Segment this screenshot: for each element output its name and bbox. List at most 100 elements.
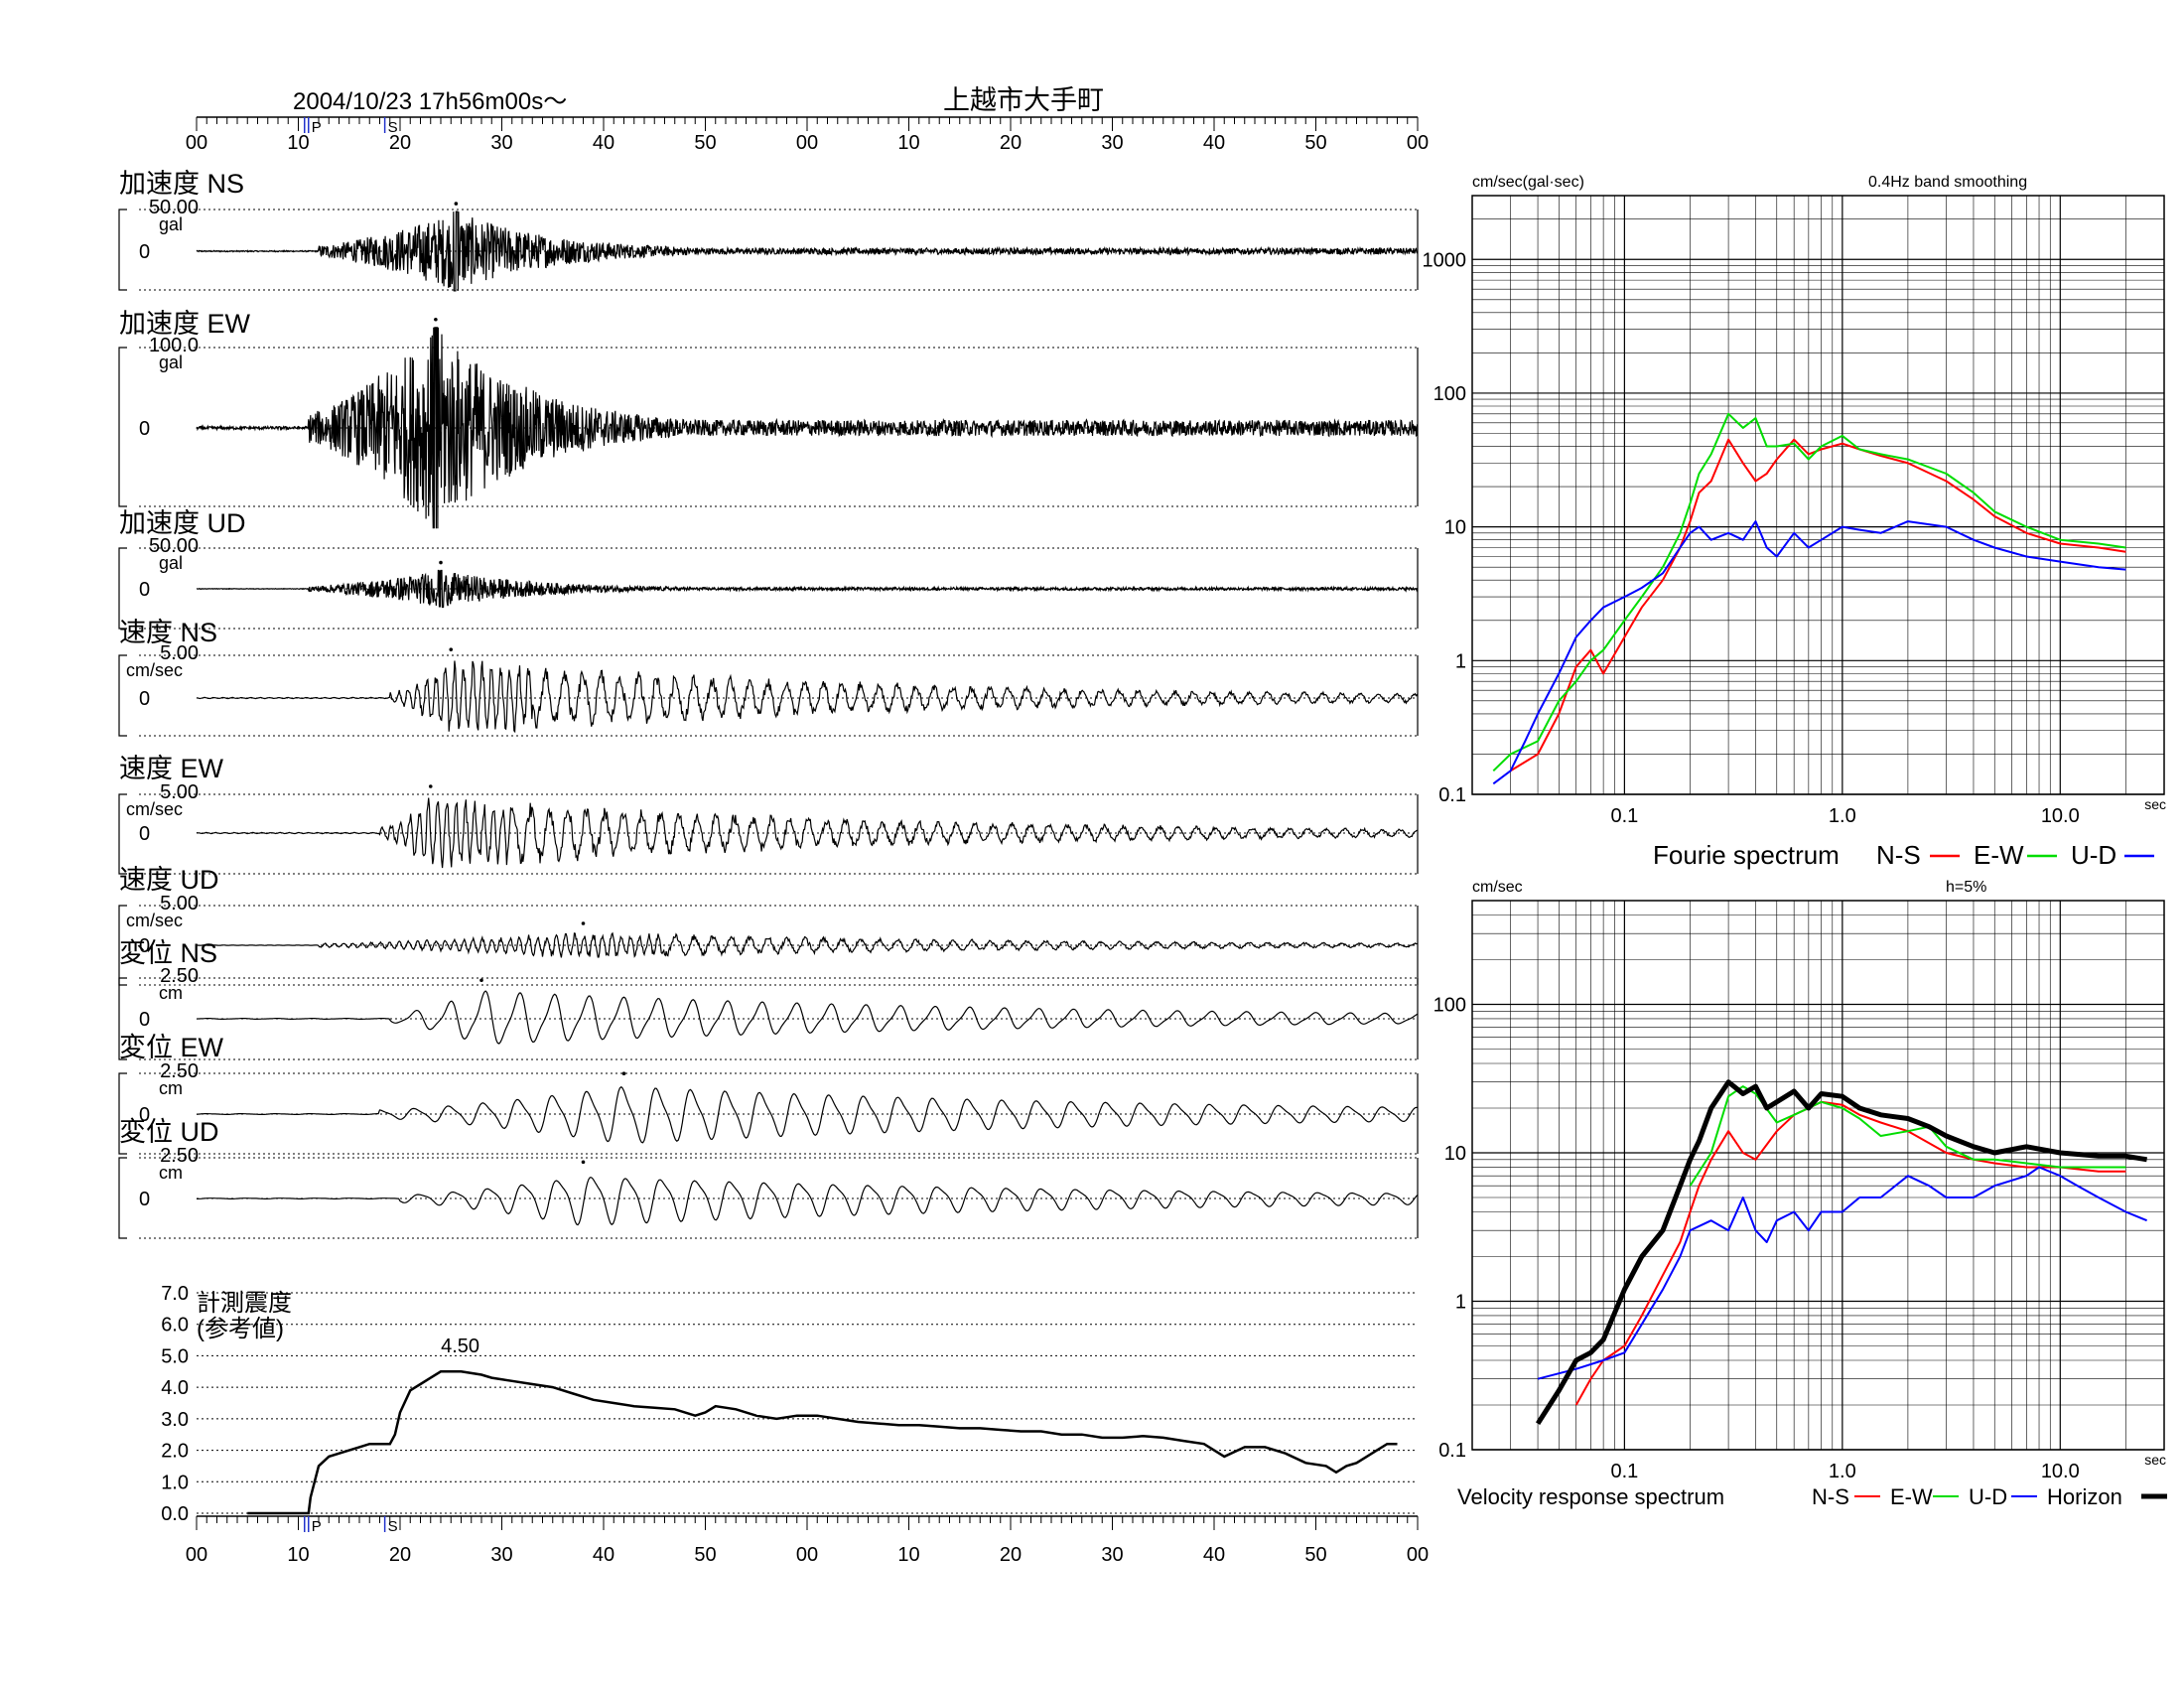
legend-label: E-W <box>1890 1484 1933 1509</box>
y-tick-label: 10 <box>1444 517 1466 539</box>
intensity-tick-label: 2.0 <box>161 1441 189 1463</box>
x-tick-label: 1.0 <box>1829 1461 1856 1482</box>
waveform-acc-ud <box>197 569 1419 609</box>
trace-unit: cm/sec <box>126 911 183 930</box>
p-wave-label: P <box>312 1518 322 1535</box>
axis-tick-label: 40 <box>593 132 614 154</box>
axis-tick-label: 30 <box>1101 132 1123 154</box>
trace-unit: cm/sec <box>126 660 183 680</box>
axis-tick-label: 40 <box>1203 132 1225 154</box>
trace-label: 速度 UD <box>119 865 219 895</box>
trace-scale: 2.50 <box>160 965 199 987</box>
trace-zero: 0 <box>139 823 150 845</box>
axis-tick-label: 50 <box>1304 132 1326 154</box>
trace-unit: cm <box>159 983 183 1003</box>
trace-bracket <box>118 1072 127 1155</box>
axis-tick-label: 20 <box>1000 1544 1022 1566</box>
trace-label: 変位 UD <box>119 1117 219 1147</box>
y-tick-label: 0.1 <box>1438 784 1466 806</box>
intensity-tick-label: 3.0 <box>161 1409 189 1431</box>
axis-tick-label: 00 <box>186 132 207 154</box>
series-ns <box>1510 438 2126 773</box>
trace-scale: 100.0 <box>149 335 199 356</box>
trace-bracket <box>118 793 127 875</box>
legend-label: N-S <box>1876 840 1921 870</box>
series-ud <box>1537 1166 2147 1380</box>
trace-bracket <box>118 209 127 291</box>
axis-tick-label: 00 <box>796 132 818 154</box>
axis-tick-label: 50 <box>694 132 716 154</box>
fourier-ylabel: cm/sec(gal·sec) <box>1472 174 1584 191</box>
trace-peak-marker <box>449 647 454 651</box>
intensity-max-label: 4.50 <box>441 1336 479 1357</box>
trace-peak-marker <box>439 560 443 565</box>
trace-scale: 2.50 <box>160 1060 199 1082</box>
axis-tick-label: 50 <box>694 1544 716 1566</box>
axis-tick-label: 10 <box>897 132 919 154</box>
waveform-acc-ns <box>196 211 1419 292</box>
trace-label: 加速度 NS <box>119 169 244 199</box>
axis-tick-label: 50 <box>1304 1544 1326 1566</box>
trace-peak-marker <box>621 1071 626 1075</box>
trace-bracket <box>118 977 127 1060</box>
trace-scale: 5.00 <box>160 642 199 664</box>
trace-scale: 5.00 <box>160 893 199 914</box>
s-wave-label: S <box>388 1518 398 1535</box>
axis-tick-label: 10 <box>287 1544 309 1566</box>
axis-tick-label: 30 <box>1101 1544 1123 1566</box>
trace-zero: 0 <box>139 688 150 710</box>
trace-bracket <box>118 905 127 986</box>
trace-scale: 50.00 <box>149 197 199 218</box>
trace-zero: 0 <box>139 1189 150 1210</box>
axis-tick-label: 20 <box>389 132 411 154</box>
axis-tick-label: 40 <box>1203 1544 1225 1566</box>
series-ud <box>1492 520 2126 785</box>
axis-tick-label: 10 <box>287 132 309 154</box>
axis-tick-label: 20 <box>389 1544 411 1566</box>
trace-peak-marker <box>454 202 459 206</box>
waveform-dis-ew <box>196 1085 1419 1144</box>
y-tick-label: 100 <box>1433 994 1466 1016</box>
trace-peak-marker <box>428 784 433 788</box>
legend-label: U-D <box>2071 840 2116 870</box>
intensity-label-1: 計測震度 <box>197 1290 292 1317</box>
trace-scale: 50.00 <box>149 535 199 557</box>
trace-label: 速度 EW <box>119 754 224 783</box>
series-ns <box>1574 1100 2126 1406</box>
top-time-axis: 00 10 20 30 40 50 00 10 20 30 40 50 00 P S <box>186 116 1429 154</box>
p-wave-label: P <box>312 119 322 136</box>
intensity-tick-label: 6.0 <box>161 1315 189 1336</box>
response-ylabel: cm/sec <box>1472 879 1523 896</box>
legend-label: E-W <box>1974 840 2024 870</box>
trace-bracket <box>118 654 127 737</box>
station-label: 上越市大手町 <box>943 85 1104 115</box>
trace-label: 加速度 EW <box>119 309 251 339</box>
y-tick-label: 1 <box>1455 1291 1466 1313</box>
trace-peak-marker <box>434 317 438 322</box>
axis-tick-label: 00 <box>796 1544 818 1566</box>
y-tick-label: 1000 <box>1423 249 1467 271</box>
intensity-label-2: (参考値) <box>197 1316 284 1342</box>
axis-tick-label: 30 <box>490 1544 512 1566</box>
trace-zero: 0 <box>139 1104 150 1126</box>
trace-label: 変位 NS <box>119 938 217 968</box>
intensity-line <box>247 1370 1398 1515</box>
waveform-dis-ud <box>197 1177 1419 1226</box>
intensity-tick-label: 7.0 <box>161 1283 189 1305</box>
legend-label: U-D <box>1969 1484 2007 1509</box>
trace-zero: 0 <box>139 241 150 263</box>
waveform-vel-ew <box>196 797 1418 869</box>
fourier-legend-title: Fourie spectrum <box>1653 840 1840 870</box>
intensity-tick-label: 5.0 <box>161 1345 189 1367</box>
intensity-chart: 計測震度 (参考値) 4.50 7.0 6.0 5.0 4.0 3.0 2.0 1.0 0.0 <box>161 1283 1418 1525</box>
trace-zero: 0 <box>139 579 150 601</box>
x-tick-label: 0.1 <box>1610 1461 1638 1482</box>
